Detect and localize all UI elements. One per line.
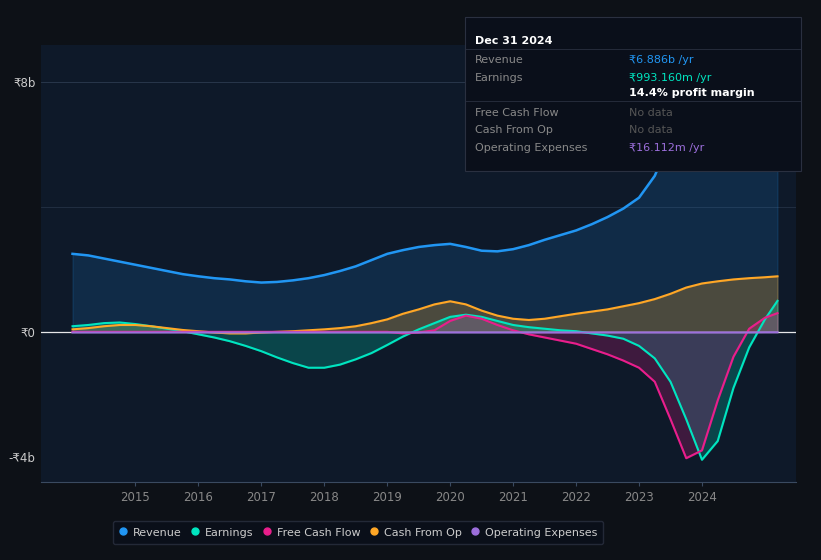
Text: 14.4% profit margin: 14.4% profit margin [629,88,754,99]
Legend: Revenue, Earnings, Free Cash Flow, Cash From Op, Operating Expenses: Revenue, Earnings, Free Cash Flow, Cash … [113,521,603,544]
Text: ₹6.886b /yr: ₹6.886b /yr [629,55,694,65]
Text: Operating Expenses: Operating Expenses [475,143,587,153]
Text: Dec 31 2024: Dec 31 2024 [475,36,552,46]
Text: Cash From Op: Cash From Op [475,125,553,135]
Text: Revenue: Revenue [475,55,523,65]
Text: Free Cash Flow: Free Cash Flow [475,108,558,118]
Text: No data: No data [629,125,672,135]
Text: ₹993.160m /yr: ₹993.160m /yr [629,73,711,83]
Text: ₹16.112m /yr: ₹16.112m /yr [629,143,704,153]
Text: No data: No data [629,108,672,118]
Text: Earnings: Earnings [475,73,523,83]
